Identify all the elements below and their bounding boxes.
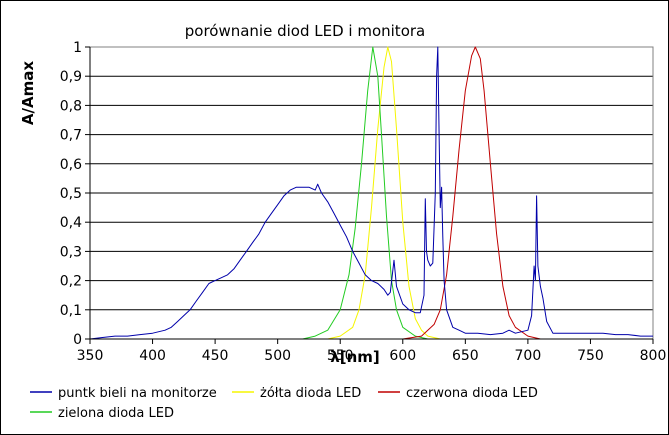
x-tick-label: 650 xyxy=(452,348,479,364)
legend: puntk bieli na monitorze żółta dioda LED c… xyxy=(30,386,538,421)
y-tick-label: 0,1 xyxy=(60,303,82,319)
series-layer xyxy=(89,46,653,340)
tick-labels: 0 0,1 0,2 0,3 0,4 0,5 0,6 0,7 0,8 0,9 1 350 400 450 50… xyxy=(60,40,667,364)
y-tick-label: 0,4 xyxy=(60,215,82,231)
y-tick-label: 0,2 xyxy=(60,274,82,290)
x-tick-label: 800 xyxy=(640,348,667,364)
y-tick-label: 0 xyxy=(73,332,82,348)
x-tick-label: 600 xyxy=(389,348,416,364)
chart-title: porównanie diod LED i monitora xyxy=(185,22,425,40)
y-tick-label: 0,6 xyxy=(60,157,82,173)
x-tick-label: 700 xyxy=(515,348,542,364)
legend-label-0: puntk bieli na monitorze xyxy=(58,386,217,401)
x-axis-label: λ[nm] xyxy=(330,348,380,366)
series-line-3 xyxy=(90,46,653,340)
x-tick-label: 550 xyxy=(327,348,354,364)
y-tick-label: 1 xyxy=(73,40,82,56)
series-line-0 xyxy=(89,46,653,340)
x-tick-label: 350 xyxy=(77,348,104,364)
series-line-1 xyxy=(90,46,653,340)
x-tick-label: 450 xyxy=(202,348,229,364)
y-tick-label: 0,3 xyxy=(60,244,82,260)
x-tick-label: 750 xyxy=(577,348,604,364)
y-tick-label: 0,5 xyxy=(60,186,82,202)
legend-label-2: czerwona dioda LED xyxy=(406,386,538,401)
legend-label-1: żółta dioda LED xyxy=(260,386,361,401)
x-tick-label: 500 xyxy=(264,348,291,364)
y-tick-label: 0,9 xyxy=(60,69,82,85)
legend-label-3: zielona dioda LED xyxy=(58,406,174,421)
x-tick-label: 400 xyxy=(139,348,166,364)
y-tick-label: 0,7 xyxy=(60,128,82,144)
y-tick-label: 0,8 xyxy=(60,98,82,114)
series-line-2 xyxy=(90,46,653,340)
y-axis-label: A/Amax xyxy=(19,61,37,125)
